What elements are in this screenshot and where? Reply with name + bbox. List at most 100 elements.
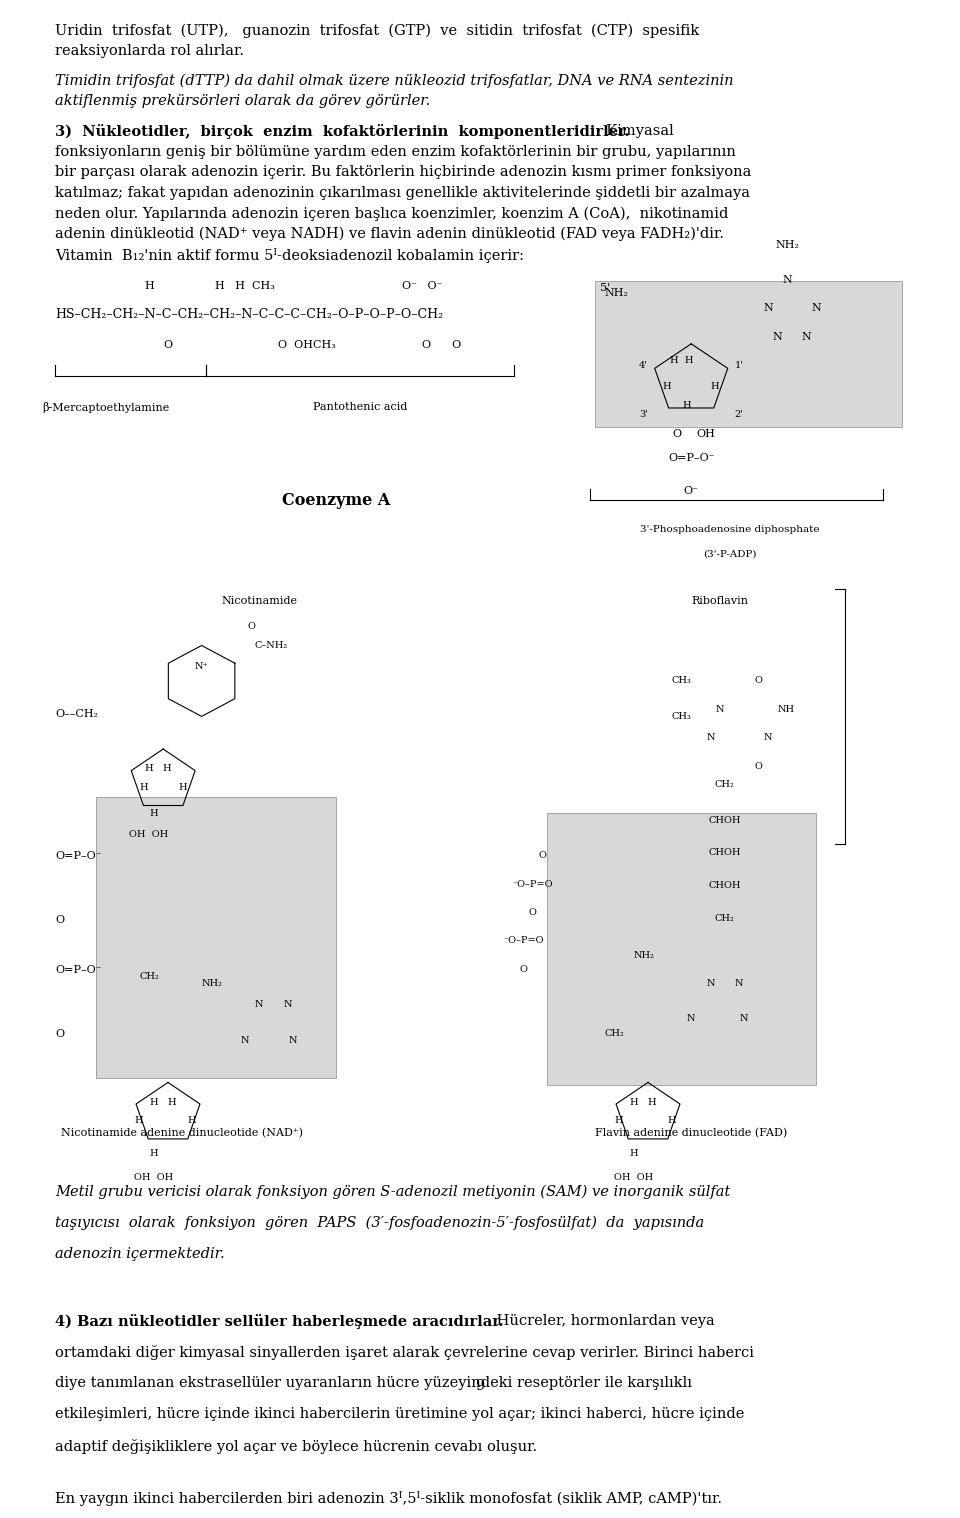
Text: CHOH: CHOH	[708, 880, 741, 890]
Text: Flavin adenine dinucleotide (FAD): Flavin adenine dinucleotide (FAD)	[595, 1128, 787, 1138]
Text: CHOH: CHOH	[708, 815, 741, 824]
Text: Timidin trifosfat (dTTP) da dahil olmak üzere nükleozid trifosfatlar, DNA ve RNA: Timidin trifosfat (dTTP) da dahil olmak …	[55, 74, 733, 88]
Text: H  H: H H	[670, 357, 693, 366]
Text: aktiflenmiş prekürsörleri olarak da görev görürler.: aktiflenmiş prekürsörleri olarak da göre…	[55, 94, 430, 108]
Text: HS–CH₂–CH₂–N–C–CH₂–CH₂–N–C–C–C–CH₂–O–P–O–P–O–CH₂: HS–CH₂–CH₂–N–C–CH₂–CH₂–N–C–C–C–CH₂–O–P–O…	[55, 308, 444, 322]
Text: N⁺: N⁺	[195, 662, 208, 671]
Text: β-Mercaptoethylamine: β-Mercaptoethylamine	[42, 402, 169, 413]
Text: H: H	[179, 783, 186, 792]
Text: CH₂: CH₂	[139, 972, 159, 981]
Text: N: N	[802, 332, 811, 342]
Text: O⁻: O⁻	[684, 486, 699, 496]
Text: O  OHCH₃: O OHCH₃	[278, 340, 336, 349]
Text: adenin dinükleotid (NAD⁺ veya NADH) ve flavin adenin dinükleotid (FAD veya FADH₂: adenin dinükleotid (NAD⁺ veya NADH) ve f…	[55, 228, 724, 241]
Text: N: N	[687, 1014, 695, 1023]
Text: O: O	[55, 1029, 64, 1038]
Text: H: H	[630, 1149, 637, 1158]
Text: CH₃: CH₃	[672, 677, 691, 686]
Text: O      O: O O	[422, 340, 461, 349]
Text: C–NH₂: C–NH₂	[254, 641, 288, 650]
Text: CH₃: CH₃	[672, 712, 691, 721]
Text: NH₂: NH₂	[634, 950, 655, 959]
Text: Nicotinamide: Nicotinamide	[221, 597, 298, 606]
Text: OH: OH	[696, 430, 715, 439]
Text: O: O	[539, 852, 546, 861]
Text: Pantothenic acid: Pantothenic acid	[313, 402, 407, 411]
Text: N: N	[740, 1014, 748, 1023]
FancyBboxPatch shape	[595, 281, 902, 427]
Text: OH  OH: OH OH	[130, 830, 168, 839]
Text: adenozin içermektedir.: adenozin içermektedir.	[55, 1246, 225, 1261]
Text: H: H	[683, 401, 690, 410]
Text: Uridin  trifosfat  (UTP),   guanozin  trifosfat  (GTP)  ve  sitidin  trifosfat  : Uridin trifosfat (UTP), guanozin trifosf…	[55, 23, 699, 38]
Text: N: N	[255, 1000, 263, 1009]
Text: Kimyasal: Kimyasal	[597, 124, 674, 138]
Text: O: O	[55, 915, 64, 924]
FancyBboxPatch shape	[547, 814, 816, 1085]
Text: O: O	[519, 965, 527, 973]
Text: N: N	[735, 979, 743, 988]
Text: 3)  Nükleotidler,  birçok  enzim  kofaktörlerinin  komponentleridirler.: 3) Nükleotidler, birçok enzim kofaktörle…	[55, 124, 630, 140]
Text: bir parçası olarak adenozin içerir. Bu faktörlerin hiçbirinde adenozin kısmı pri: bir parçası olarak adenozin içerir. Bu f…	[55, 165, 752, 179]
Text: Riboflavin: Riboflavin	[691, 597, 749, 606]
Text: N: N	[707, 733, 714, 742]
Text: N: N	[289, 1035, 297, 1044]
Text: OH  OH: OH OH	[614, 1173, 653, 1183]
Text: H   H: H H	[150, 1098, 177, 1107]
Text: 3': 3'	[639, 410, 648, 419]
Text: O=P–O⁻: O=P–O⁻	[55, 852, 102, 861]
Text: H: H	[150, 809, 157, 818]
Text: O: O	[248, 622, 255, 631]
Text: OH  OH: OH OH	[134, 1173, 173, 1183]
Text: H: H	[140, 783, 148, 792]
Text: H: H	[668, 1116, 676, 1125]
Text: CH₂: CH₂	[715, 914, 734, 923]
Text: H: H	[150, 1149, 157, 1158]
Text: O=P–O⁻: O=P–O⁻	[668, 452, 714, 463]
Text: Metil grubu vericisi olarak fonksiyon gören S-adenozil metiyonin (SAM) ve inorga: Metil grubu vericisi olarak fonksiyon gö…	[55, 1184, 731, 1199]
Text: CHOH: CHOH	[708, 849, 741, 858]
Text: N: N	[811, 304, 821, 313]
Text: H   H: H H	[145, 764, 172, 773]
Text: N: N	[782, 275, 792, 285]
Text: N: N	[773, 332, 782, 342]
Text: H: H	[711, 383, 719, 392]
Text: N: N	[241, 1035, 249, 1044]
Text: 9: 9	[475, 1380, 485, 1394]
Text: O⁻   O⁻: O⁻ O⁻	[402, 281, 443, 291]
Text: NH₂: NH₂	[776, 240, 799, 249]
Text: (3'-P-ADP): (3'-P-ADP)	[703, 550, 756, 559]
Text: Coenzyme A: Coenzyme A	[282, 492, 390, 509]
Text: O=P–O⁻: O=P–O⁻	[55, 965, 102, 975]
Text: 1': 1'	[734, 361, 743, 369]
Text: H: H	[615, 1116, 623, 1125]
Text: O––CH₂: O––CH₂	[55, 709, 98, 720]
Text: etkileşimleri, hücre içinde ikinci habercilerin üretimine yol açar; ikinci haber: etkileşimleri, hücre içinde ikinci haber…	[55, 1407, 744, 1421]
Text: N: N	[716, 704, 724, 713]
Text: ⁻O–P=O: ⁻O–P=O	[503, 937, 543, 946]
Text: 4': 4'	[639, 361, 648, 369]
Text: ⁻O–P=O: ⁻O–P=O	[513, 879, 553, 888]
Text: H: H	[188, 1116, 196, 1125]
Text: H: H	[663, 383, 671, 392]
Text: N: N	[284, 1000, 292, 1009]
Text: H   H: H H	[630, 1098, 657, 1107]
Text: fonksiyonların geniş bir bölümüne yardım eden enzim kofaktörlerinin bir grubu, y: fonksiyonların geniş bir bölümüne yardım…	[55, 144, 736, 159]
Text: neden olur. Yapılarında adenozin içeren başlıca koenzimler, koenzim A (CoA),  ni: neden olur. Yapılarında adenozin içeren …	[55, 206, 729, 222]
Text: CH₂: CH₂	[605, 1029, 625, 1037]
Text: H: H	[135, 1116, 143, 1125]
Text: N: N	[763, 304, 773, 313]
Text: 4) Bazı nükleotidler sellüler haberleşmede aracıdırlar.: 4) Bazı nükleotidler sellüler haberleşme…	[55, 1313, 504, 1328]
Text: O: O	[529, 908, 537, 917]
Text: taşıyıcısı  olarak  fonksiyon  gören  PAPS  (3′-fosfoadenozin-5′-fosfosülfat)  d: taşıyıcısı olarak fonksiyon gören PAPS (…	[55, 1216, 705, 1230]
Text: En yaygın ikinci habercilerden biri adenozin 3ᴵ,5ᴵ-siklik monofosfat (siklik AMP: En yaygın ikinci habercilerden biri aden…	[55, 1491, 722, 1506]
Text: ortamdaki diğer kimyasal sinyallerden işaret alarak çevrelerine cevap verirler. : ortamdaki diğer kimyasal sinyallerden iş…	[55, 1345, 754, 1360]
Text: diye tanımlanan ekstrasellüler uyaranların hücre yüzeyindeki reseptörler ile kar: diye tanımlanan ekstrasellüler uyaranlar…	[55, 1377, 692, 1390]
Text: CH₂: CH₂	[715, 780, 734, 789]
Text: O: O	[755, 762, 762, 771]
Text: Vitamin  B₁₂'nin aktif formu 5ᴵ-deoksiadenozil kobalamin içerir:: Vitamin B₁₂'nin aktif formu 5ᴵ-deoksiade…	[55, 247, 524, 263]
Text: H   H  CH₃: H H CH₃	[215, 281, 275, 291]
Text: H: H	[144, 281, 154, 291]
Text: katılmaz; fakat yapıdan adenozinin çıkarılması genellikle aktivitelerinde şiddet: katılmaz; fakat yapıdan adenozinin çıkar…	[55, 187, 750, 200]
Text: adaptif değişikliklere yol açar ve böylece hücrenin cevabı oluşur.: adaptif değişikliklere yol açar ve böyle…	[55, 1439, 538, 1454]
